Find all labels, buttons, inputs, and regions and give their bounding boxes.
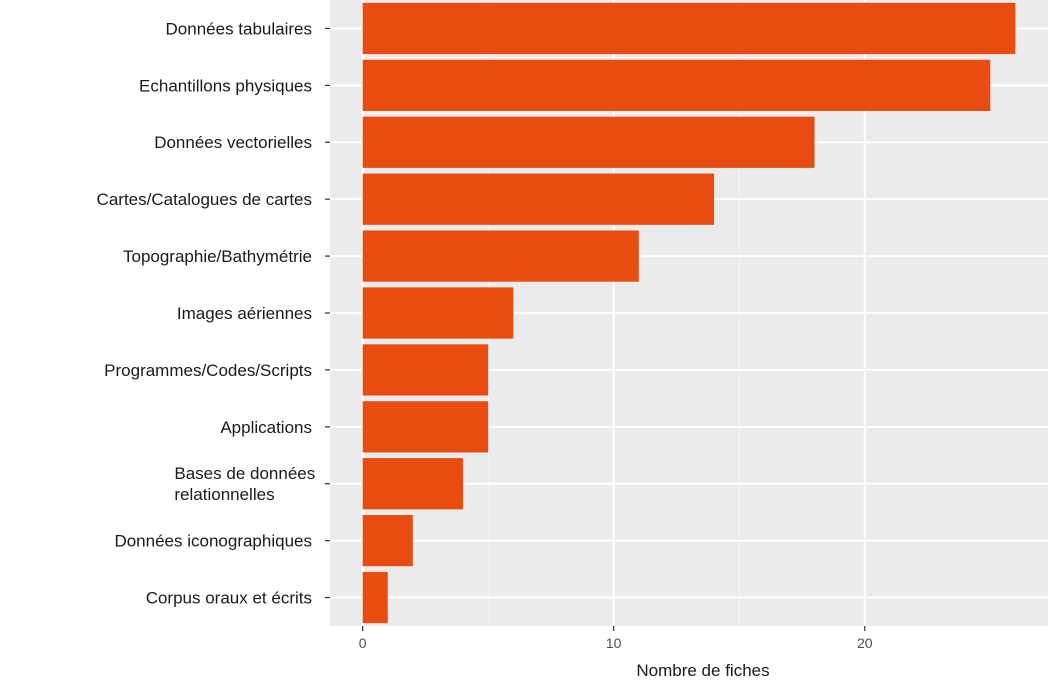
x-tick-label: 10 [606,635,622,651]
bar [362,116,815,168]
category-label: Echantillons physiques [139,76,312,95]
category-label: Cartes/Catalogues de cartes [97,190,312,209]
x-tick-labels: 0 10 20 [359,626,873,651]
x-tick-label: 20 [857,635,873,651]
bar [362,458,464,510]
category-label: Données tabulaires [166,19,312,38]
bar [362,173,715,225]
bar [362,2,1016,55]
x-tick-label: 0 [359,635,367,651]
category-label: Données iconographiques [114,532,312,551]
bars [362,2,1016,624]
bar [362,515,413,567]
category-label: Applications [220,418,312,437]
bar [362,287,514,339]
category-label: Images aériennes [177,304,312,323]
category-label: Corpus oraux et écrits [146,588,312,607]
bar [362,230,639,282]
category-label: Programmes/Codes/Scripts [104,361,312,380]
category-label-line: Bases de données [174,464,315,483]
bar [362,344,489,396]
bar [362,571,388,624]
category-labels: Données tabulaires Echantillons physiques… [97,19,330,607]
x-axis-title: Nombre de fiches [636,661,769,680]
bar [362,401,489,453]
category-label: Données vectorielles [154,133,312,152]
category-label: Topographie/Bathymétrie [123,247,312,266]
category-label-line: relationnelles [174,485,274,504]
category-label: Bases de données relationnelles [174,464,315,504]
bar [362,59,991,111]
